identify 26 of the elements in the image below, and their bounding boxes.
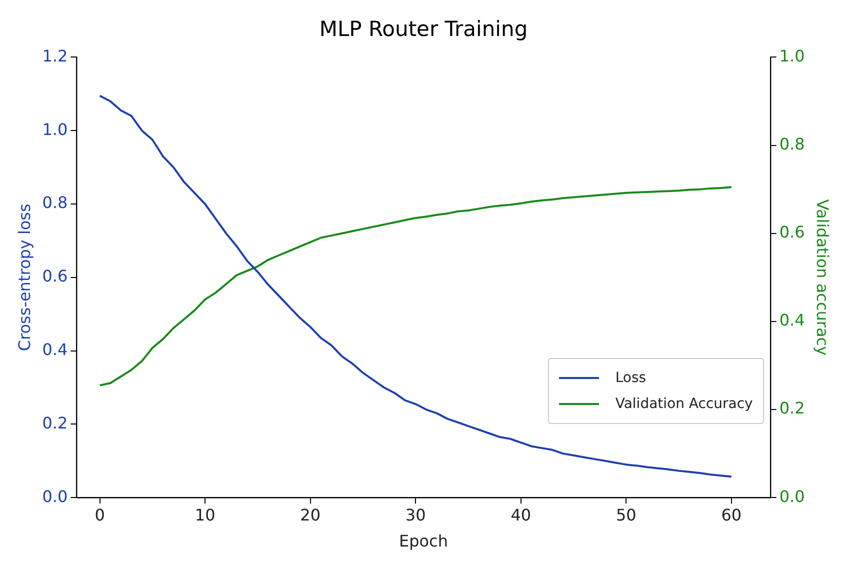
legend-label: Loss: [615, 370, 646, 386]
y-tick-label: 0.6: [42, 266, 68, 286]
y-tick-label: 0.8: [42, 193, 68, 212]
legend-label: Validation Accuracy: [615, 396, 753, 412]
y-tick-label: 1.0: [42, 120, 68, 139]
x-tick-label: 40: [510, 505, 532, 524]
y2-tick-label: 0.0: [779, 486, 805, 506]
y-tick-label: 0.2: [42, 413, 68, 432]
x-tick-label: 30: [405, 505, 426, 524]
y-axis-title: Cross-entropy loss: [14, 204, 34, 352]
y-tick-label: 1.2: [42, 46, 68, 66]
y2-tick-label: 0.2: [779, 398, 805, 418]
y2-tick-label: 0.8: [779, 134, 805, 154]
chart-title: MLP Router Training: [319, 17, 528, 42]
x-tick-label: 50: [616, 505, 636, 524]
x-tick-label: 0: [94, 505, 105, 524]
y2-tick-label: 0.6: [779, 222, 805, 242]
x-tick-label: 60: [721, 505, 742, 524]
y-tick-label: 0.0: [42, 486, 68, 506]
y-tick-label: 0.4: [42, 340, 68, 359]
y2-tick-label: 0.4: [779, 310, 805, 330]
x-axis-title: Epoch: [399, 532, 448, 551]
x-tick-label: 20: [300, 505, 321, 524]
x-tick-label: 10: [194, 505, 216, 524]
y2-axis-title: Validation accuracy: [813, 199, 832, 356]
y2-tick-label: 1.0: [779, 46, 805, 66]
